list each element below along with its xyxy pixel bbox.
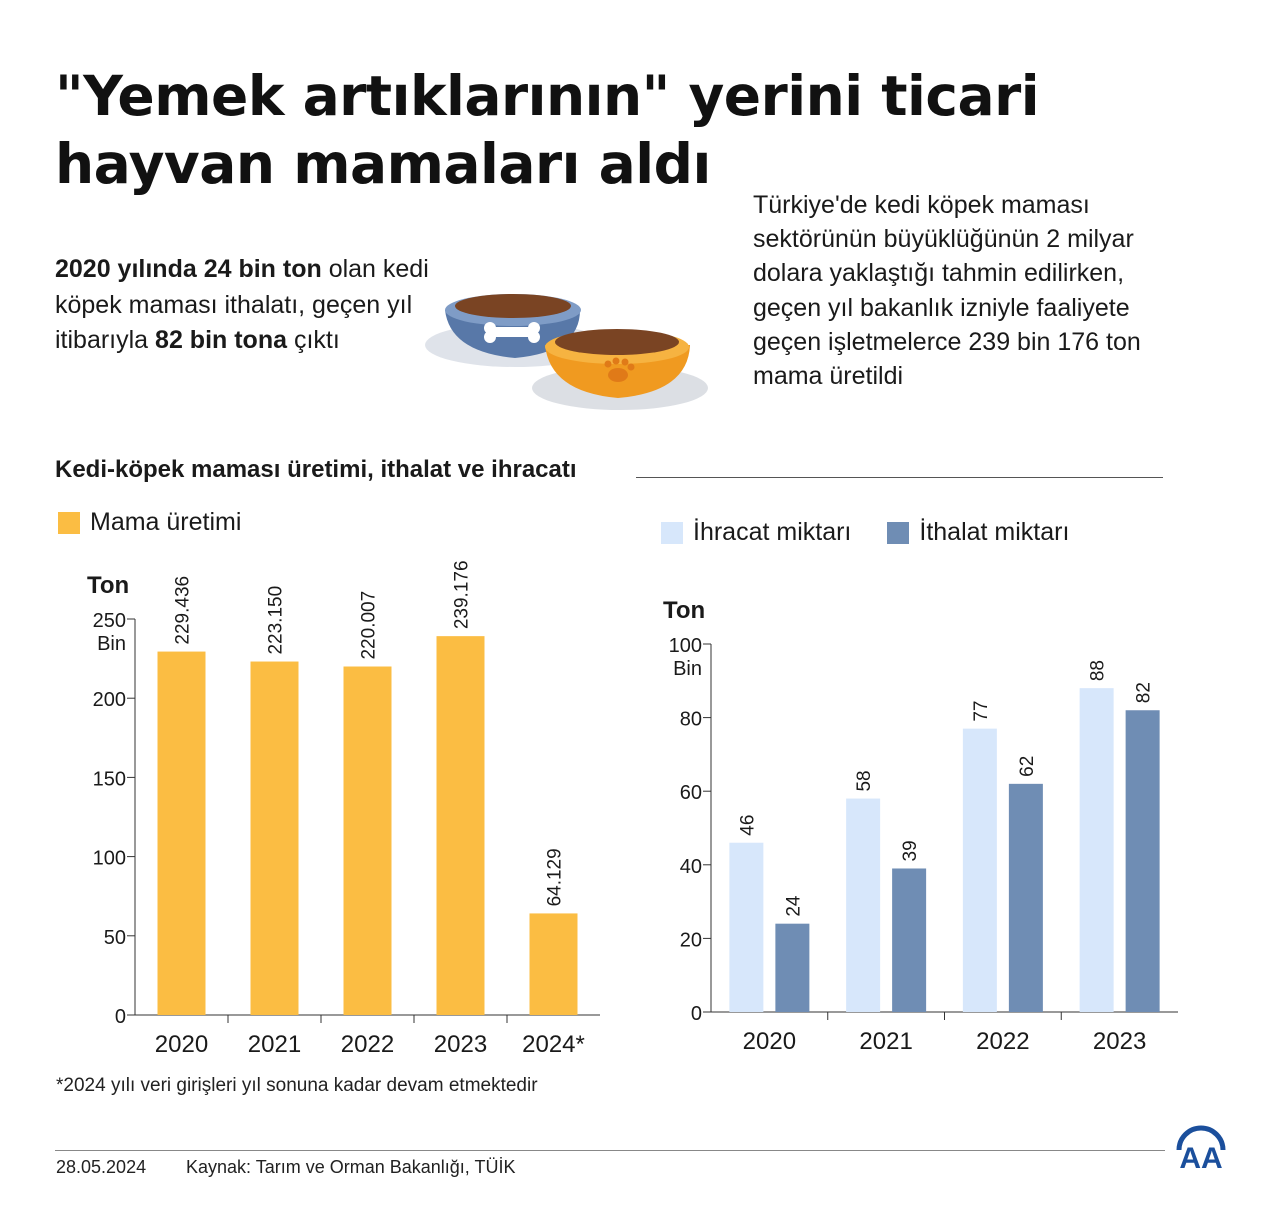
bar xyxy=(846,798,881,1012)
data-label: 223.150 xyxy=(266,586,287,655)
side-text: Türkiye'de kedi köpek maması sektörünün … xyxy=(753,191,1141,391)
title-line-2: hayvan mamaları aldı xyxy=(55,132,711,196)
y-tick-label: 100 xyxy=(93,848,126,870)
data-label: 239.176 xyxy=(452,560,473,629)
bar xyxy=(1008,783,1043,1012)
legend-label-export: İhracat miktarı xyxy=(693,518,852,546)
x-tick-label: 2024* xyxy=(522,1031,585,1058)
legend-trade: İhracat miktarı İthalat miktarı xyxy=(661,518,1069,547)
y-tick-label: 60 xyxy=(680,782,702,804)
data-label: 46 xyxy=(737,815,758,836)
data-label: 64.129 xyxy=(545,848,566,906)
subtitle-divider xyxy=(636,477,1163,478)
data-label: 88 xyxy=(1088,660,1109,681)
y-axis-title: Ton xyxy=(87,572,129,599)
x-tick-label: 2022 xyxy=(341,1031,394,1058)
data-label: 39 xyxy=(900,840,921,861)
logo-text: AA xyxy=(1179,1142,1222,1172)
bar xyxy=(343,666,392,1015)
data-label: 77 xyxy=(971,700,992,721)
chart-subtitle: Kedi-köpek maması üretimi, ithalat ve ih… xyxy=(55,456,577,483)
source: Kaynak: Tarım ve Orman Bakanlığı, TÜİK xyxy=(186,1157,516,1177)
y-unit-label: Bin xyxy=(97,633,126,655)
footnote: *2024 yılı veri girişleri yıl sonuna kad… xyxy=(56,1075,538,1096)
data-label: 62 xyxy=(1017,756,1038,777)
legend-label-production: Mama üretimi xyxy=(90,508,242,536)
footer-divider xyxy=(55,1150,1165,1151)
y-unit-label: Bin xyxy=(673,658,702,680)
legend-production: Mama üretimi xyxy=(58,508,241,537)
bar xyxy=(1079,688,1114,1012)
bar xyxy=(250,661,299,1015)
data-label: 24 xyxy=(783,895,804,917)
lead-text-2: çıktı xyxy=(287,326,340,354)
y-tick-label: 200 xyxy=(93,689,126,711)
x-tick-label: 2020 xyxy=(155,1031,208,1058)
legend-label-import: İthalat miktarı xyxy=(919,518,1070,546)
legend-swatch-production xyxy=(58,511,80,534)
y-tick-label: 50 xyxy=(104,927,126,949)
bar xyxy=(1125,710,1160,1012)
bar xyxy=(962,728,997,1012)
x-tick-label: 2021 xyxy=(859,1028,912,1055)
y-tick-label: 20 xyxy=(680,929,702,951)
x-tick-label: 2023 xyxy=(434,1031,487,1058)
legend-swatch-export xyxy=(661,521,683,544)
bar xyxy=(775,923,810,1012)
y-tick-label: 0 xyxy=(115,1006,126,1028)
x-tick-label: 2020 xyxy=(743,1028,796,1055)
y-tick-label: 0 xyxy=(691,1003,702,1025)
data-label: 58 xyxy=(854,770,875,791)
aa-logo-icon: AA xyxy=(1176,1125,1226,1172)
y-tick-label: 100 xyxy=(669,635,702,657)
bar xyxy=(529,913,578,1015)
data-label: 82 xyxy=(1134,682,1155,703)
x-tick-label: 2022 xyxy=(976,1028,1029,1055)
lead-text-1: olan kedi köpek maması ithalatı, geçen y… xyxy=(55,255,429,354)
lead-bold-2: 82 bin tona xyxy=(155,326,288,354)
data-label: 220.007 xyxy=(359,591,380,660)
x-tick-label: 2021 xyxy=(248,1031,301,1058)
y-tick-label: 40 xyxy=(680,856,702,878)
pet-food-bowls-illustration xyxy=(425,294,708,410)
date: 28.05.2024 xyxy=(56,1157,147,1177)
bar xyxy=(892,868,927,1012)
y-tick-label: 250 xyxy=(93,610,126,632)
y-axis-title: Ton xyxy=(663,597,705,624)
y-tick-label: 150 xyxy=(93,768,126,790)
legend-swatch-import xyxy=(887,521,910,544)
x-tick-label: 2023 xyxy=(1093,1028,1146,1055)
title-line-1: "Yemek artıklarının" yerini ticari xyxy=(55,64,1040,128)
y-tick-label: 80 xyxy=(680,709,702,731)
bar xyxy=(157,651,206,1015)
data-label: 229.436 xyxy=(173,576,194,645)
lead-text: 2020 yılında 24 bin ton olan kedi köpek … xyxy=(55,252,435,359)
page-title: "Yemek artıklarının" yerini ticari hayva… xyxy=(55,62,1040,198)
lead-bold-1: 2020 yılında 24 bin ton xyxy=(55,255,322,283)
bar xyxy=(729,842,764,1012)
bar xyxy=(436,636,485,1015)
